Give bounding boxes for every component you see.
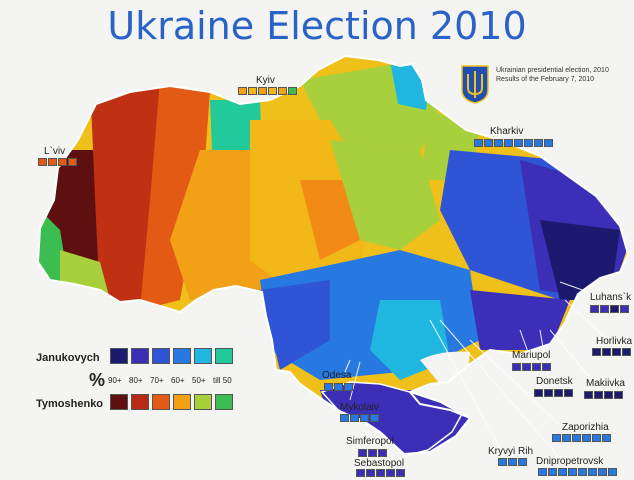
city-squares-horlivka: [592, 348, 631, 356]
tymoshenko-swatch: [194, 394, 212, 410]
city-label-lviv: L`viv: [44, 146, 66, 157]
city-squares-makiivka: [584, 391, 623, 399]
legend-tymoshenko-swatches: [110, 394, 233, 410]
city-label-simferopol: Simferopol: [346, 436, 394, 447]
janukovych-swatch: [152, 348, 170, 364]
city-label-makiivka: Makiivka: [586, 378, 625, 389]
legend-tick: 70+: [150, 376, 164, 385]
city-squares-donetsk: [534, 389, 573, 397]
janukovych-swatch: [215, 348, 233, 364]
tymoshenko-swatch: [131, 394, 149, 410]
janukovych-swatch: [131, 348, 149, 364]
city-label-mariupol: Mariupol: [512, 350, 551, 361]
city-squares-zaporizhia: [552, 434, 611, 442]
city-label-luhansk: Luhans`k: [590, 292, 632, 303]
city-squares-odesa: [324, 383, 353, 391]
city-label-odesa: Odesa: [322, 370, 352, 381]
legend-tick: 50+: [192, 376, 206, 385]
subtitle-line: Ukrainian presidential election, 2010: [496, 67, 609, 74]
city-label-horlivka: Horlivka: [596, 336, 633, 347]
city-squares-luhansk: [590, 305, 629, 313]
city-squares-kryvyi-rih: [498, 458, 527, 466]
map-subtitle: Ukrainian presidential election, 2010 Re…: [496, 66, 632, 84]
map-title: Ukraine Election 2010: [107, 4, 527, 48]
city-squares-mykolaiv: [340, 414, 379, 422]
coat-of-arms-icon: [460, 64, 490, 104]
legend-tick: 60+: [171, 376, 185, 385]
city-squares-kharkiv: [474, 139, 553, 147]
city-squares-simferopol: [358, 449, 387, 457]
tymoshenko-swatch: [152, 394, 170, 410]
subtitle-line: Results of the February 7, 2010: [496, 76, 595, 83]
city-label-kharkiv: Kharkiv: [490, 126, 524, 137]
city-squares-sebastopol: [356, 469, 405, 477]
city-label-kryvyi-rih: Kryvyi Rih: [488, 446, 534, 457]
legend-janukovych-swatches: [110, 348, 233, 364]
legend-percent-sign: %: [89, 370, 106, 390]
legend-tick: 90+: [108, 376, 122, 385]
legend-ticks: 90+ 80+ 70+ 60+ 50+ till 50: [108, 376, 234, 385]
legend-tymoshenko-label: Tymoshenko: [36, 398, 104, 410]
city-squares-dnipropetrovsk: [538, 468, 617, 476]
city-label-donetsk: Donetsk: [536, 376, 573, 387]
city-label-sebastopol: Sebastopol: [354, 458, 405, 469]
city-squares-lviv: [38, 158, 77, 166]
city-squares-mariupol: [512, 363, 551, 371]
city-label-mykolaiv: Mykolaiv: [340, 402, 379, 413]
city-label-zaporizhia: Zaporizhia: [562, 422, 609, 433]
city-label-dnipropetrovsk: Dnipropetrovsk: [536, 456, 604, 467]
city-squares-kyiv: [238, 87, 297, 95]
tymoshenko-swatch: [215, 394, 233, 410]
tymoshenko-swatch: [110, 394, 128, 410]
tymoshenko-swatch: [173, 394, 191, 410]
legend-janukovych-label: Janukovych: [36, 352, 100, 364]
legend-tick: till 50: [213, 376, 232, 385]
janukovych-swatch: [173, 348, 191, 364]
legend-tick: 80+: [129, 376, 143, 385]
janukovych-swatch: [194, 348, 212, 364]
janukovych-swatch: [110, 348, 128, 364]
city-label-kyiv: Kyiv: [256, 75, 275, 86]
